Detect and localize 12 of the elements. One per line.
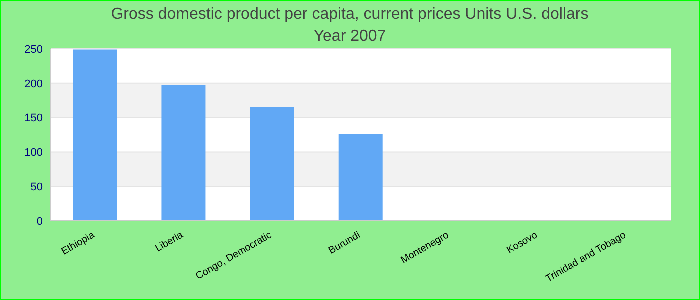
y-tick-label: 250	[24, 44, 43, 56]
y-tick-label: 150	[24, 112, 43, 125]
y-tick-label: 50	[30, 182, 43, 194]
bar	[162, 85, 206, 221]
y-tick-label: 200	[24, 78, 43, 90]
y-tick-label: 100	[24, 147, 43, 160]
bar	[73, 50, 118, 221]
bar	[250, 107, 294, 221]
bar	[338, 134, 383, 221]
chart-title: Gross domestic product per capita, current prices Units U.S. dollars	[110, 5, 590, 25]
y-tick-label: 0	[36, 216, 43, 228]
chart-subtitle: Year 2007	[314, 28, 386, 45]
